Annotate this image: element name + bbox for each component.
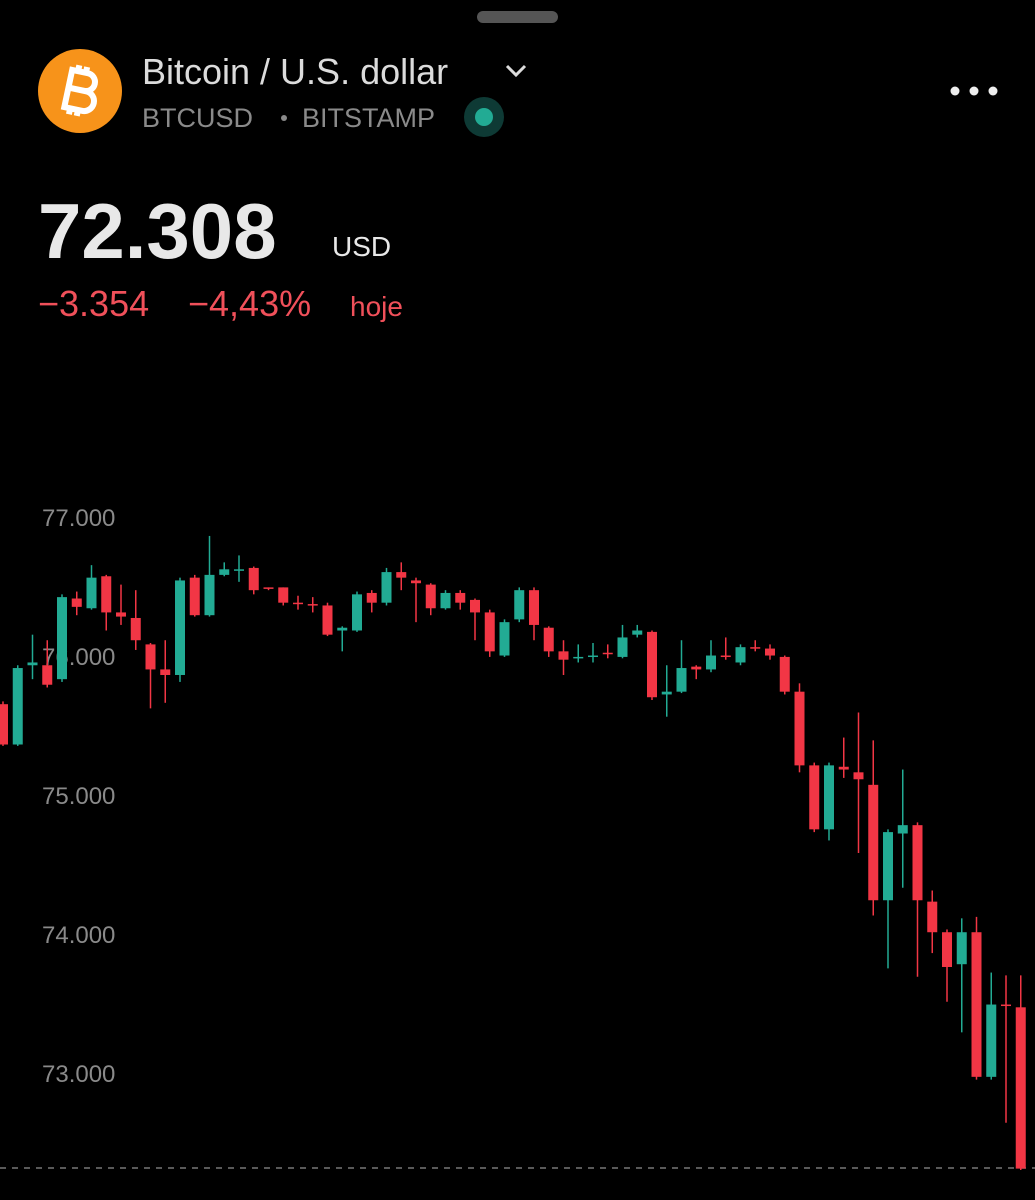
menu-dot — [988, 86, 998, 96]
candle-body — [765, 648, 775, 656]
candle-body — [278, 587, 289, 603]
currency: USD — [332, 231, 391, 262]
candle-body — [529, 590, 539, 625]
separator — [281, 115, 287, 121]
coin-icon — [38, 49, 122, 133]
candle-body — [912, 825, 923, 901]
drag-handle[interactable] — [477, 11, 558, 23]
candle-body — [307, 604, 318, 606]
y-tick-label: 76.000 — [42, 644, 115, 671]
candle-body — [337, 627, 348, 631]
candle-body — [676, 668, 687, 692]
candlestick-chart: 73.000 74.000 75.000 76.000 77.000 — [0, 505, 1026, 1170]
candle-body — [971, 932, 982, 1077]
candle-body — [897, 825, 908, 834]
candle-body — [57, 597, 67, 680]
candle-body — [116, 612, 126, 617]
candle-body — [661, 691, 672, 695]
candle-body — [145, 644, 156, 670]
candle-body — [647, 631, 657, 698]
candle-body — [27, 662, 38, 666]
candle-body — [425, 584, 436, 609]
candle-body — [352, 594, 362, 631]
candle-body — [838, 766, 849, 770]
candle-body — [293, 602, 303, 605]
symbol-title[interactable]: Bitcoin / U.S. dollar — [142, 51, 448, 92]
candle-body — [189, 577, 200, 616]
candle-body — [514, 590, 525, 620]
candle-body — [809, 765, 820, 830]
candle-body — [86, 577, 97, 609]
candle-body — [1001, 1004, 1011, 1007]
candle-body — [942, 932, 952, 967]
candle-body — [706, 655, 716, 670]
candle-body — [381, 572, 392, 603]
candle-body — [219, 569, 230, 575]
status-dot — [475, 108, 493, 126]
candle-body — [248, 567, 259, 591]
candle-body — [263, 587, 274, 589]
candle-body — [470, 599, 480, 613]
y-tick-label: 74.000 — [42, 922, 115, 949]
candle-body — [735, 647, 746, 663]
more-menu[interactable] — [950, 86, 998, 96]
candle-body — [0, 704, 8, 745]
candle-body — [602, 652, 613, 655]
candle-body — [750, 647, 761, 649]
period: hoje — [350, 291, 403, 322]
candle-body — [204, 574, 215, 616]
candle-body — [396, 572, 407, 578]
candle-body — [617, 637, 628, 657]
candle-body — [691, 666, 702, 670]
change: −3.354 — [38, 283, 149, 324]
menu-dot — [969, 86, 979, 96]
change-percent: −4,43% — [188, 283, 311, 324]
candle-body — [455, 592, 466, 603]
candle-body — [986, 1004, 997, 1077]
y-tick-label: 77.000 — [42, 505, 115, 532]
candle-body — [130, 617, 141, 641]
price: 72.308 — [38, 187, 277, 275]
chevron[interactable] — [505, 64, 527, 78]
candle-body — [543, 627, 554, 652]
candle-body — [71, 598, 82, 607]
ticker: BTCUSD — [142, 103, 253, 133]
candle-body — [588, 655, 598, 658]
candle-body — [883, 832, 893, 901]
menu-dot — [950, 86, 960, 96]
candle-body — [558, 651, 569, 660]
candle-body — [794, 691, 805, 766]
candle-body — [779, 656, 790, 692]
candle-body — [720, 655, 731, 658]
candle-body — [12, 668, 23, 745]
candle-body — [853, 772, 864, 780]
y-tick-label: 73.000 — [42, 1061, 115, 1088]
candle-body — [927, 901, 938, 933]
candle-body — [175, 580, 185, 675]
candle-body — [234, 569, 244, 571]
y-tick-label: 75.000 — [42, 783, 115, 810]
candle-body — [440, 592, 451, 609]
candle-body — [956, 932, 967, 965]
candle-body — [160, 669, 171, 675]
candle-body — [824, 765, 834, 830]
candle-body — [1015, 1007, 1026, 1169]
candle-body — [484, 612, 495, 652]
candle-body — [868, 784, 879, 901]
candle-body — [101, 576, 112, 613]
candle-body — [42, 665, 53, 685]
exchange: BITSTAMP — [302, 103, 435, 133]
bitcoin-glyph — [60, 64, 98, 117]
candle-body — [632, 630, 643, 635]
candle-body — [499, 622, 510, 656]
candle-body — [366, 592, 377, 603]
candle-body — [411, 580, 421, 584]
candle-body — [573, 656, 584, 659]
candle-body — [322, 605, 333, 635]
